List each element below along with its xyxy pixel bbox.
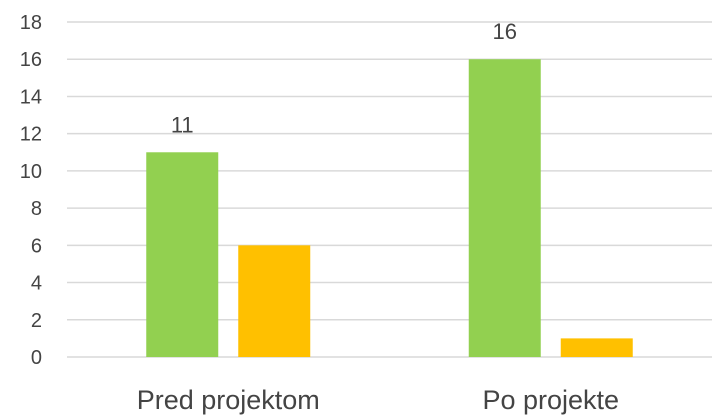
category-label: Pred projektom	[137, 385, 320, 415]
data-label: 16	[493, 19, 517, 44]
bar	[238, 245, 311, 357]
bars	[146, 59, 633, 357]
y-tick-label: 4	[31, 273, 42, 295]
y-tick-label: 10	[20, 161, 42, 183]
data-labels: 11 16	[171, 19, 517, 137]
data-label: 11	[171, 112, 194, 137]
bar	[468, 59, 541, 357]
x-axis-categories: Pred projektom Po projekte	[137, 385, 619, 415]
bar	[146, 152, 219, 357]
y-tick-label: 12	[20, 124, 42, 146]
y-tick-label: 16	[20, 49, 42, 71]
y-tick-label: 2	[31, 310, 42, 332]
y-tick-label: 0	[31, 347, 42, 369]
bar	[560, 338, 633, 357]
y-tick-label: 6	[31, 235, 42, 257]
y-axis-ticks: 0 2 4 6 8 10 12 14 16 18	[20, 12, 42, 369]
y-tick-label: 18	[20, 12, 42, 34]
y-tick-label: 8	[31, 198, 42, 220]
y-tick-label: 14	[20, 86, 42, 108]
category-label: Po projekte	[482, 385, 619, 415]
